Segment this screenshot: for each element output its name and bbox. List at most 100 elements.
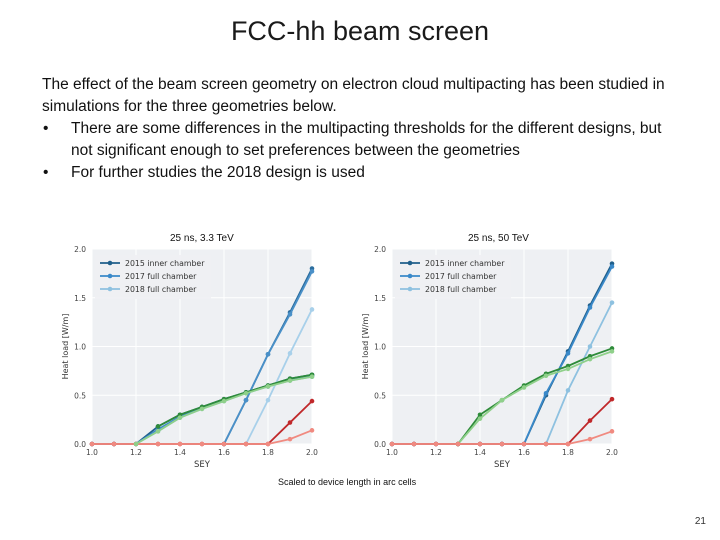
data-point: [265, 384, 271, 389]
chart-title-right: 25 ns, 50 TeV: [468, 233, 529, 244]
data-point: [565, 366, 571, 372]
data-point: [543, 373, 549, 379]
data-point: [609, 349, 615, 354]
data-point: [587, 418, 593, 423]
legend-marker: [107, 273, 113, 279]
x-tick-label: 2.0: [306, 448, 318, 457]
data-point: [499, 441, 505, 447]
data-point: [587, 436, 593, 442]
data-point: [287, 378, 293, 383]
x-tick-label: 1.4: [474, 448, 486, 457]
data-point: [609, 429, 615, 434]
data-point: [221, 398, 227, 404]
data-point: [499, 397, 505, 403]
legend: 2015 inner chamber 2017 full chamber 2018 …: [95, 255, 211, 299]
data-point: [477, 441, 483, 447]
legend: 2015 inner chamber 2017 full chamber 2018 …: [395, 255, 511, 299]
y-tick-label: 0.5: [74, 391, 86, 400]
data-point: [177, 415, 183, 420]
data-point: [155, 441, 161, 447]
data-point: [199, 441, 205, 447]
y-axis-label: Heat load [W/m]: [361, 314, 370, 380]
data-point: [477, 416, 483, 421]
x-tick-label: 1.8: [262, 448, 274, 457]
data-point: [199, 406, 205, 412]
series-line: [245, 309, 313, 445]
data-point: [411, 441, 417, 447]
data-point: [243, 391, 249, 396]
data-point: [477, 412, 483, 418]
chart-title-left: 25 ns, 3.3 TeV: [170, 233, 234, 244]
data-point: [565, 388, 571, 393]
page-number: 21: [694, 516, 706, 527]
series-light-red: [389, 429, 615, 447]
data-point: [221, 441, 227, 447]
slide-body: The effect of the beam screen geometry o…: [42, 74, 682, 184]
data-point: [309, 374, 315, 380]
slide-title: FCC-hh beam screen: [230, 16, 490, 46]
y-axis-label: Heat load [W/m]: [61, 314, 70, 380]
legend-label: 2015 inner chamber: [125, 259, 205, 268]
series-green-light: [133, 374, 315, 447]
y-tick-label: 1.5: [74, 294, 86, 303]
y-tick-label: 0.0: [374, 440, 386, 449]
bullet-item: • There are some differences in the mult…: [42, 118, 682, 162]
legend-label: 2017 full chamber: [125, 272, 197, 281]
y-tick-label: 1.0: [74, 343, 86, 352]
data-point: [543, 391, 549, 396]
data-point: [177, 441, 183, 447]
data-point: [265, 397, 271, 403]
chart-caption: Scaled to device length in arc cells: [278, 477, 417, 487]
bullet-item: • For further studies the 2018 design is…: [42, 162, 682, 184]
data-point: [587, 344, 593, 349]
data-point: [243, 397, 249, 403]
data-point: [433, 441, 439, 447]
data-point: [243, 441, 249, 447]
legend-marker: [107, 286, 113, 292]
intro-paragraph: The effect of the beam screen geometry o…: [42, 76, 665, 115]
data-point: [521, 441, 527, 447]
x-tick-label: 1.0: [386, 448, 398, 457]
data-point: [155, 424, 161, 429]
legend-marker: [107, 260, 113, 266]
series-green-light: [455, 349, 615, 447]
x-tick-label: 1.2: [130, 448, 142, 457]
y-tick-label: 1.5: [374, 294, 386, 303]
y-tick-label: 1.0: [374, 343, 386, 352]
data-point: [265, 441, 271, 447]
data-point: [587, 305, 593, 310]
data-point: [565, 441, 571, 447]
legend-label: 2018 full chamber: [125, 285, 197, 294]
series-line: [457, 347, 613, 445]
x-tick-label: 1.2: [430, 448, 442, 457]
y-tick-label: 0.0: [74, 440, 86, 449]
legend-label: 2018 full chamber: [425, 285, 497, 294]
bullet-icon: •: [43, 120, 49, 137]
x-tick-label: 1.6: [218, 448, 230, 457]
data-point: [287, 351, 293, 356]
legend-marker: [407, 260, 413, 266]
bullet-icon: •: [43, 164, 49, 181]
data-point: [609, 300, 615, 305]
data-point: [309, 307, 315, 312]
y-tick-label: 0.5: [374, 391, 386, 400]
chart-left: 1.0 1.2 1.4 1.6 1.8 2.0 0.0 0.5 1.0 1.5 2.0 SEY Heat…: [61, 245, 318, 470]
data-point: [287, 312, 293, 317]
bullet-text: For further studies the 2018 design is u…: [71, 164, 365, 181]
x-tick-label: 2.0: [606, 448, 618, 457]
x-tick-label: 1.6: [518, 448, 530, 457]
data-point: [265, 352, 271, 357]
data-point: [455, 441, 461, 447]
data-point: [111, 441, 117, 447]
data-point: [609, 264, 615, 269]
x-axis-label: SEY: [494, 460, 511, 470]
data-point: [287, 420, 293, 425]
data-point: [565, 351, 571, 356]
x-axis-label: SEY: [194, 460, 211, 470]
bullet-list: • There are some differences in the mult…: [42, 118, 682, 184]
legend-marker: [407, 286, 413, 292]
legend-label: 2015 inner chamber: [425, 259, 505, 268]
x-tick-label: 1.4: [174, 448, 186, 457]
series-line: [457, 350, 613, 445]
bullet-text: There are some differences in the multip…: [71, 120, 662, 159]
